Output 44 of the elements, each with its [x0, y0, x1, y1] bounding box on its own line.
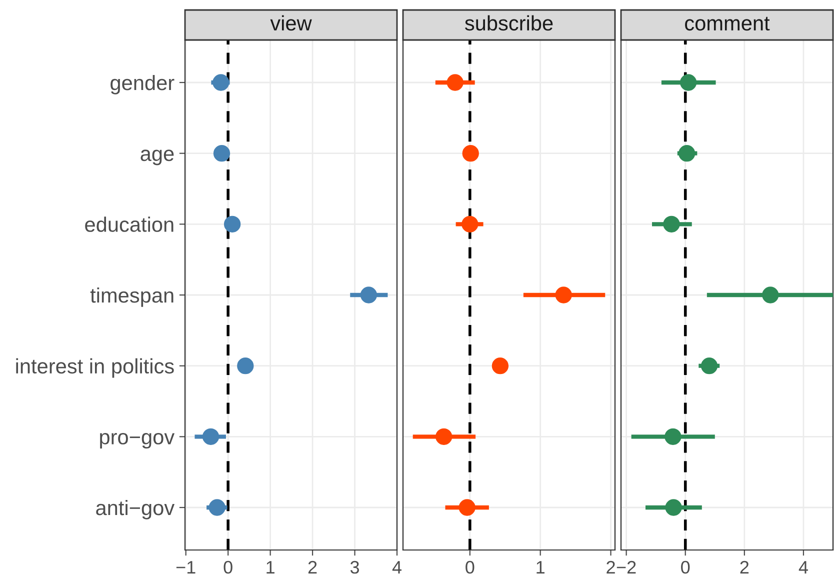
x-tick-label: 0 [681, 560, 690, 574]
chart-title: comment [685, 16, 770, 31]
y-tick-label: pro−gov [100, 433, 175, 449]
y-tick-label: gender [110, 74, 174, 94]
point [665, 499, 682, 516]
y-tick-label: education [85, 216, 174, 232]
point [446, 74, 464, 91]
point [462, 145, 479, 162]
point [360, 286, 378, 304]
point [462, 216, 478, 232]
x-tick-label: 4 [798, 561, 808, 574]
y-tick-label: anti−gov [96, 500, 175, 520]
point [237, 358, 254, 374]
point [436, 428, 452, 445]
point [700, 358, 718, 374]
point [492, 358, 509, 374]
point [555, 286, 572, 304]
x-tick-label: 1 [536, 561, 544, 574]
x-tick-label: 3 [350, 560, 359, 574]
point [212, 74, 230, 91]
point [208, 499, 226, 516]
point [762, 286, 779, 304]
point [224, 216, 241, 232]
x-tick-label: 2 [606, 560, 615, 574]
point [202, 428, 220, 445]
x-tick-label: 4 [392, 561, 402, 574]
x-tick-label: 0 [224, 560, 232, 574]
y-tick-label: age [140, 150, 174, 166]
y-tick-label: timespan [90, 287, 174, 307]
chart-title: view [270, 15, 312, 31]
point [213, 145, 230, 162]
x-tick-label: 1 [266, 561, 274, 574]
x-tick-label: −2 [616, 560, 636, 574]
x-tick-label: 2 [740, 560, 749, 574]
x-tick-label: 0 [466, 560, 474, 574]
point [680, 74, 697, 91]
point [678, 145, 696, 162]
point [458, 499, 476, 516]
x-tick-label: 2 [308, 560, 317, 574]
point [663, 216, 680, 232]
y-tick-label: interest in politics [16, 358, 174, 378]
chart-title: subscribe [465, 15, 553, 31]
x-tick-label: −1 [176, 561, 196, 574]
point [664, 428, 682, 445]
